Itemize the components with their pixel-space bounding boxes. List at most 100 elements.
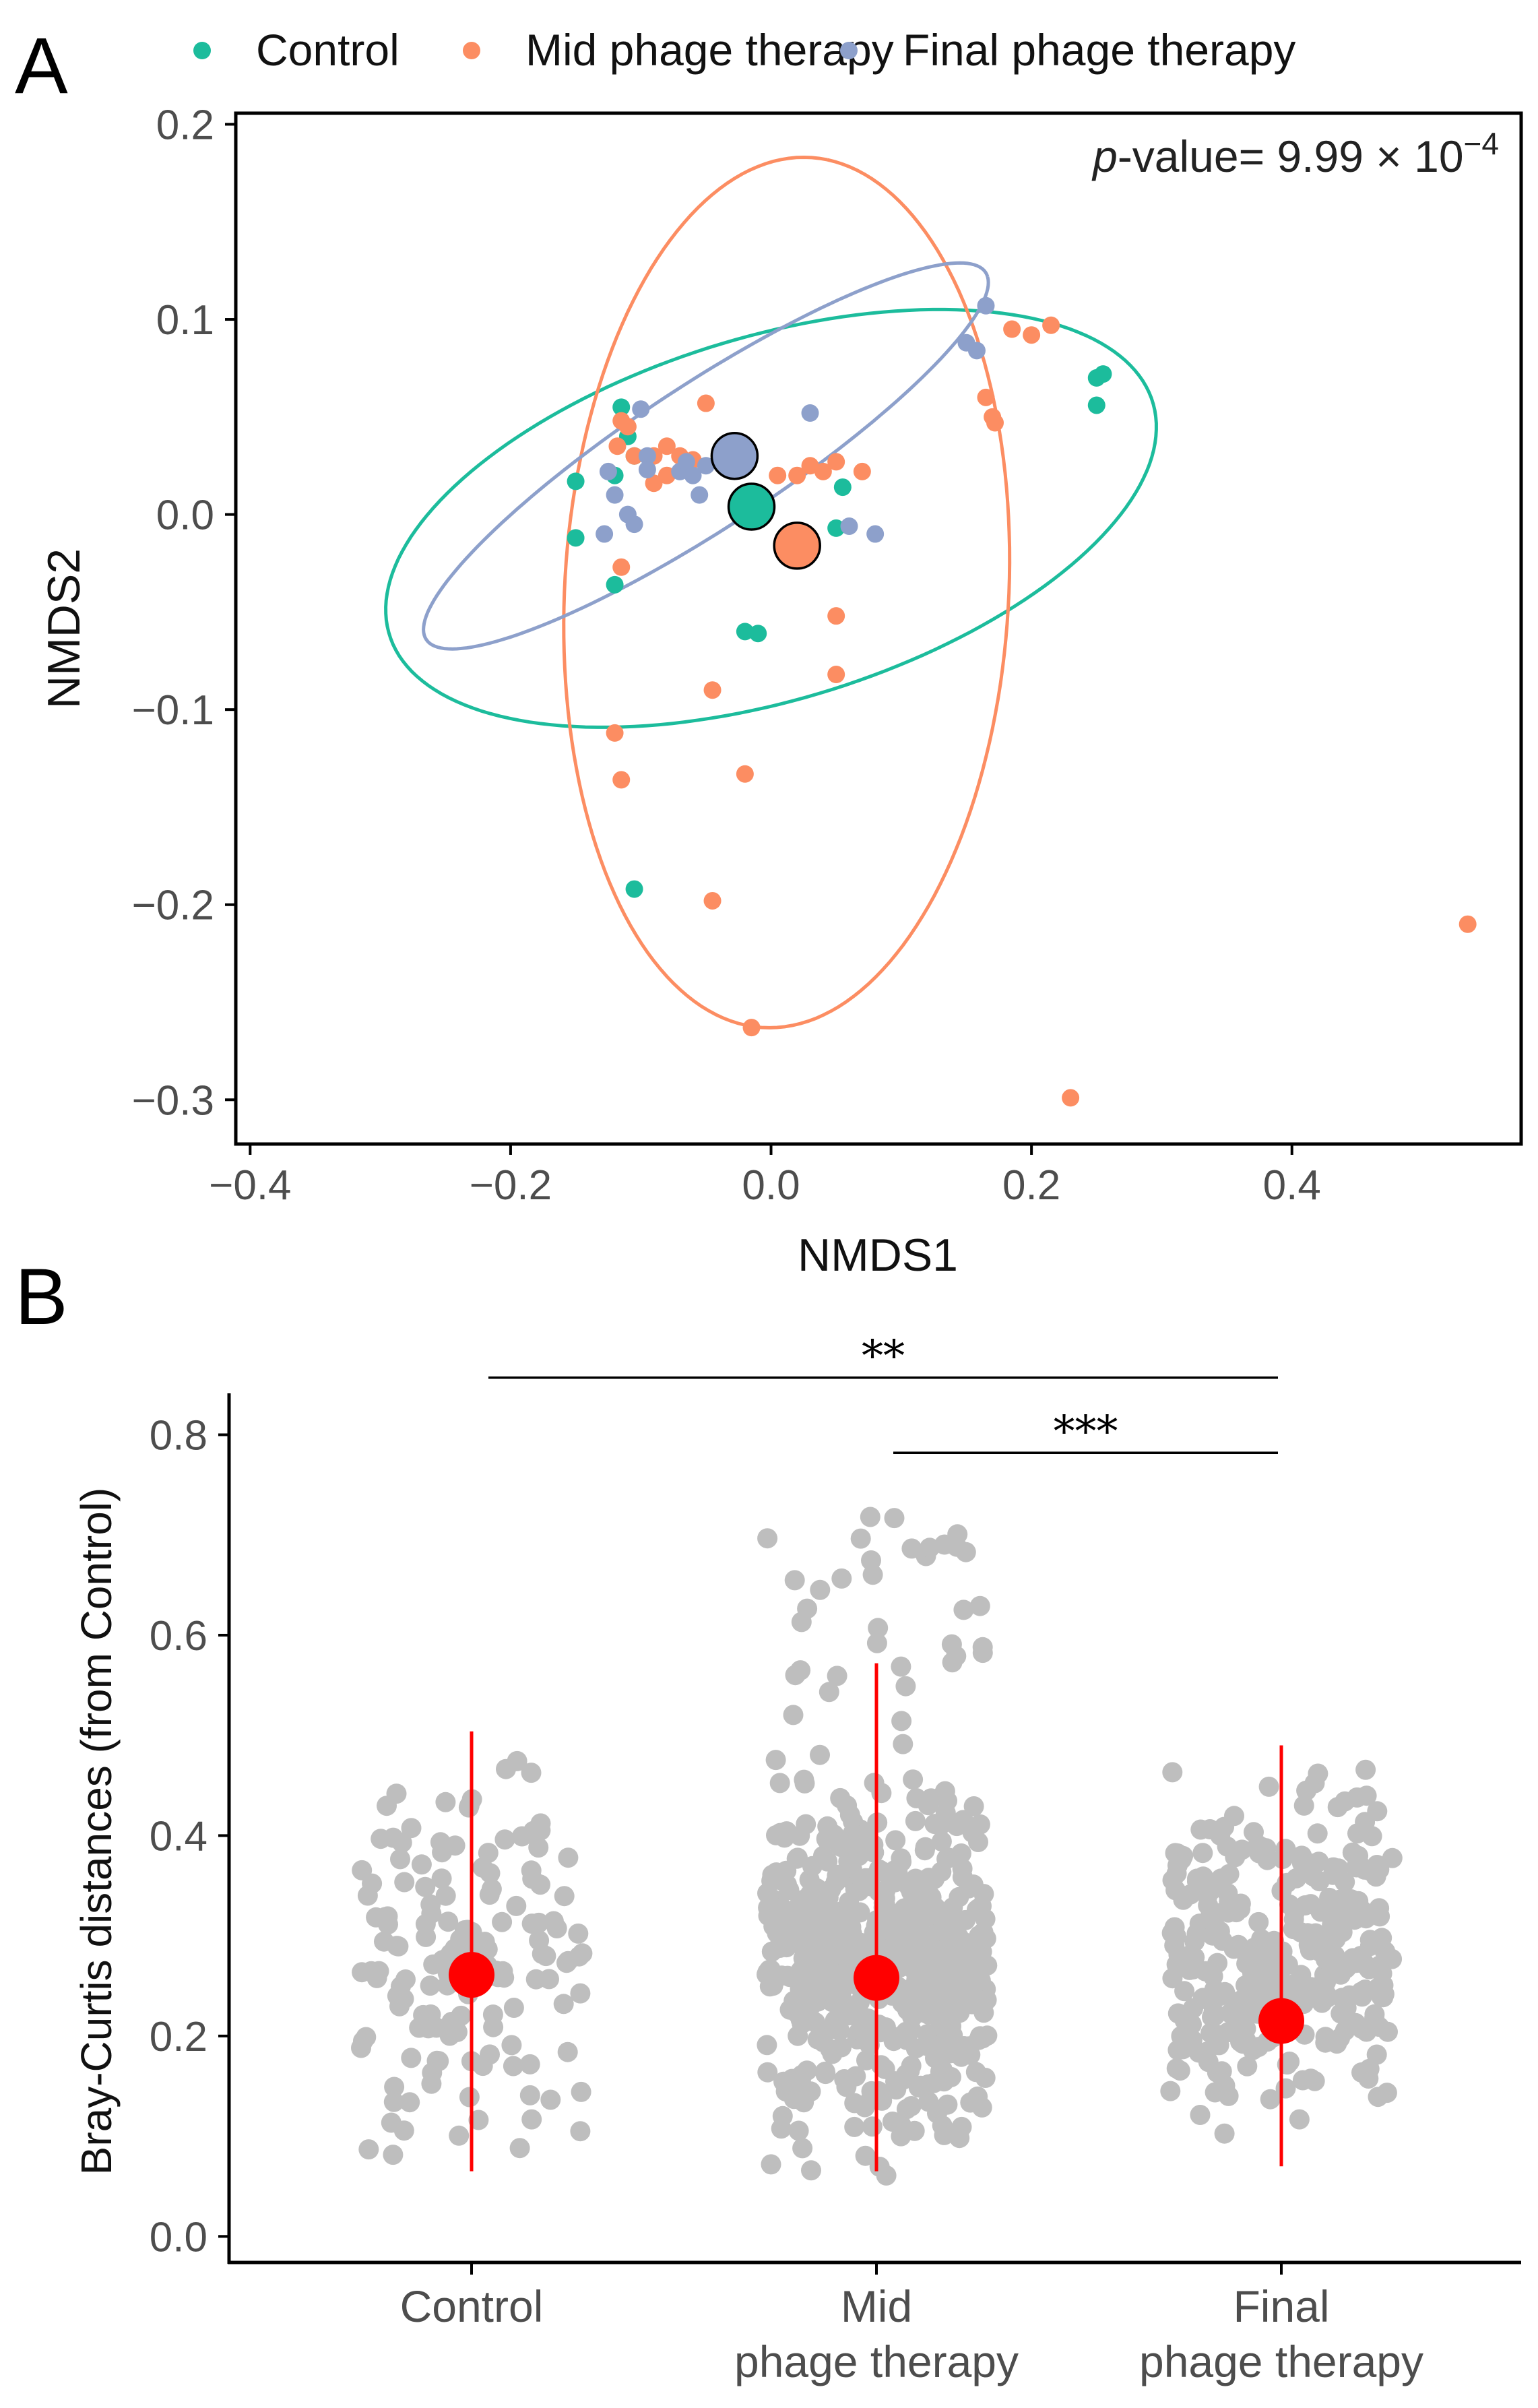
point-final-phage-therapy — [1367, 1855, 1387, 1875]
y-axis-title-b: Bray-Curtis distances (from Control) — [72, 1488, 121, 2176]
point-control — [390, 1849, 410, 1870]
point-mid-phage-therapy — [885, 2071, 905, 2092]
point-mid-phage-therapy — [957, 1950, 978, 1970]
point-control — [612, 398, 631, 416]
point-mid-phage-therapy — [968, 1832, 988, 1852]
point-mid-phage-therapy — [608, 437, 627, 455]
point-control — [377, 1796, 397, 1816]
point-control — [401, 2048, 422, 2068]
point-final-phage-therapy — [1214, 2123, 1235, 2144]
point-final-phage-therapy — [1324, 1911, 1345, 1932]
point-control — [483, 2017, 504, 2037]
mean-point-mid-phage-therapy — [854, 1955, 899, 2001]
y-tick-label-a: −0.2 — [132, 883, 214, 929]
point-final-phage-therapy — [1286, 1868, 1307, 1889]
point-mid-phage-therapy — [820, 1982, 841, 2002]
point-final-phage-therapy — [967, 342, 986, 360]
point-control — [539, 1969, 559, 1990]
point-mid-phage-therapy — [827, 453, 845, 471]
point-final-phage-therapy — [977, 296, 995, 315]
centroids-a — [710, 431, 821, 570]
point-mid-phage-therapy — [825, 1872, 846, 1893]
x-tick-label-a: −0.4 — [209, 1162, 291, 1209]
point-final-phage-therapy — [1204, 1979, 1225, 2000]
panel-a: A Control Mid phage therapy Final phage th… — [15, 22, 1523, 1281]
point-final-phage-therapy — [697, 457, 715, 475]
point-control — [1094, 365, 1112, 383]
point-final-phage-therapy — [1208, 1903, 1229, 1924]
point-mid-phage-therapy — [757, 1528, 778, 1549]
point-mid-phage-therapy — [885, 1830, 906, 1851]
mean-point-final-phage-therapy — [1258, 1998, 1304, 2044]
point-control — [496, 1759, 516, 1779]
panel-b-letter: B — [15, 1253, 68, 1341]
point-final-phage-therapy — [840, 517, 858, 535]
point-mid-phage-therapy — [853, 462, 871, 480]
point-mid-phage-therapy — [769, 1773, 790, 1794]
point-control — [468, 2110, 489, 2130]
point-mid-phage-therapy — [891, 2115, 911, 2136]
point-mid-phage-therapy — [901, 2096, 922, 2116]
point-final-phage-therapy — [1307, 1823, 1328, 1844]
point-mid-phage-therapy — [876, 2165, 897, 2186]
point-final-phage-therapy — [1167, 2003, 1188, 2024]
point-control — [494, 1829, 515, 1850]
legend-key-final-phage-therapy — [840, 42, 858, 59]
point-final-phage-therapy — [1168, 1952, 1188, 1972]
point-final-phage-therapy — [1378, 2021, 1398, 2042]
point-final-phage-therapy — [1327, 1797, 1348, 1818]
x-tick-label-b: phage therapy — [734, 2337, 1019, 2386]
point-final-phage-therapy — [1164, 1935, 1185, 1956]
point-final-phage-therapy — [691, 486, 709, 504]
point-mid-phage-therapy — [895, 1676, 916, 1697]
point-mid-phage-therapy — [893, 1734, 914, 1754]
y-tick-label-a: 0.1 — [156, 297, 214, 344]
legend-label-control: Control — [256, 25, 399, 75]
centroid-mid-phage-therapy — [773, 521, 821, 570]
point-final-phage-therapy — [1275, 2078, 1296, 2099]
point-control — [543, 1911, 564, 1932]
y-tick-label-a: 0.0 — [156, 493, 214, 539]
point-mid-phage-therapy — [936, 1849, 957, 1870]
point-final-phage-therapy — [1344, 1909, 1365, 1930]
point-mid-phage-therapy — [864, 1773, 885, 1794]
point-mid-phage-therapy — [793, 1948, 814, 1969]
point-final-phage-therapy — [1376, 2083, 1397, 2103]
point-mid-phage-therapy — [837, 1959, 858, 1980]
point-final-phage-therapy — [638, 447, 656, 465]
point-mid-phage-therapy — [901, 2020, 922, 2040]
point-control — [501, 2035, 522, 2056]
p-value-italic: p — [1091, 131, 1118, 181]
point-mid-phage-therapy — [868, 1618, 889, 1639]
ellipse-final-phage-therapy — [422, 261, 990, 651]
point-mid-phage-therapy — [905, 1946, 925, 1967]
point-final-phage-therapy — [1200, 1819, 1220, 1839]
point-control — [352, 1962, 373, 1983]
point-mid-phage-therapy — [958, 1878, 979, 1899]
point-mid-phage-therapy — [763, 1916, 784, 1937]
point-mid-phage-therapy — [819, 1823, 839, 1844]
point-mid-phage-therapy — [839, 1892, 860, 1912]
y-tick-label-b: 0.4 — [150, 1813, 207, 1860]
point-control — [625, 880, 643, 898]
point-control — [384, 2077, 405, 2097]
point-control — [391, 1832, 412, 1853]
point-mid-phage-therapy — [925, 2048, 945, 2068]
point-control — [480, 2044, 500, 2065]
point-control — [451, 2005, 472, 2026]
point-mid-phage-therapy — [861, 2081, 882, 2101]
point-mid-phage-therapy — [855, 2145, 876, 2166]
point-control — [519, 2054, 540, 2074]
point-final-phage-therapy — [1300, 2068, 1321, 2089]
point-mid-phage-therapy — [837, 1975, 857, 1996]
point-mid-phage-therapy — [907, 1984, 928, 2005]
point-control — [375, 1907, 395, 1928]
point-control — [540, 2089, 561, 2110]
point-mid-phage-therapy — [814, 2061, 835, 2082]
summary-b — [449, 1663, 1304, 2172]
point-mid-phage-therapy — [949, 1997, 970, 2018]
point-mid-phage-therapy — [645, 474, 663, 493]
point-mid-phage-therapy — [901, 1538, 922, 1559]
point-mid-phage-therapy — [757, 2035, 777, 2056]
